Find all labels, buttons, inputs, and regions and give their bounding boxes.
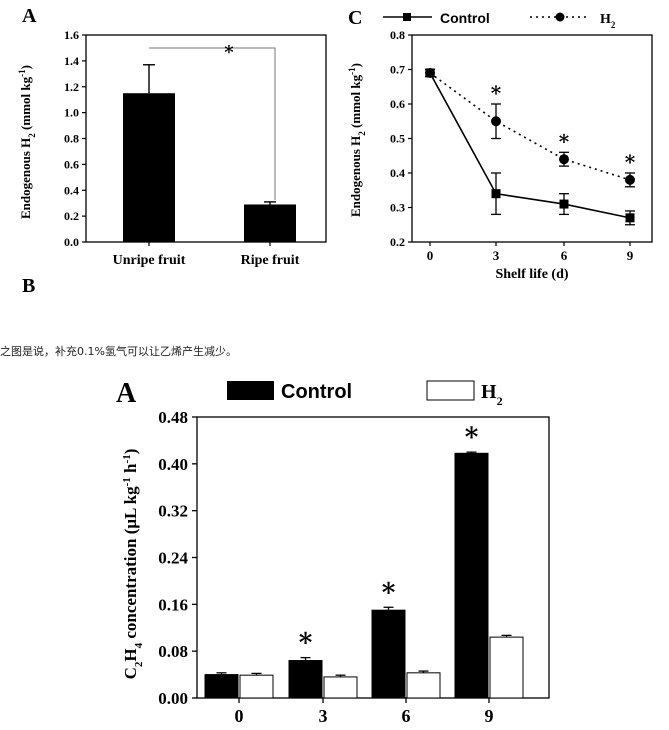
y-tick-label: 0.16 xyxy=(158,595,188,614)
y-tick-label: 1.6 xyxy=(64,28,79,42)
h2-bar xyxy=(239,674,274,699)
panel-a-significance-star: * xyxy=(224,42,234,63)
panel-c-chart: C Control H2 Endogenous H2 (mmol kg-1) 0… xyxy=(347,7,653,282)
x-tick-label: 6 xyxy=(402,706,411,726)
panel-a-chart: A Endogenous H2 (mmol kg-1) 0.0 0.2 0.4 0.6… xyxy=(17,5,327,268)
x-tick-label: Unripe fruit xyxy=(113,253,186,268)
control-point xyxy=(491,189,501,199)
y-tick-label: 0.2 xyxy=(390,235,405,249)
panel-b-label: B xyxy=(22,275,35,297)
y-tick-label: 0.8 xyxy=(390,28,405,42)
y-tick-label: 0.6 xyxy=(390,97,405,111)
panel-a-xlabels: Unripe fruit Ripe fruit xyxy=(113,253,300,268)
y-tick-label: 0.4 xyxy=(390,166,405,180)
h2-point xyxy=(491,116,501,127)
panel-a-yticks: 0.0 0.2 0.4 0.6 0.8 1.0 1.2 1.4 1.6 xyxy=(64,28,86,249)
legend-bottom-h2-swatch xyxy=(426,380,475,401)
bar xyxy=(244,204,296,242)
legend-bottom-control-label: Control xyxy=(281,381,352,403)
panel-c-ylabel: Endogenous H2 (mmol kg-1) xyxy=(347,63,367,217)
panel-a-significance-bracket xyxy=(149,47,276,200)
y-tick-label: 0.4 xyxy=(64,183,79,197)
significance-star: * xyxy=(299,629,313,659)
y-tick-label: 0.6 xyxy=(64,157,79,171)
x-tick-label: Ripe fruit xyxy=(241,253,300,268)
y-tick-label: 0.0 xyxy=(64,235,79,249)
x-tick-label: 0 xyxy=(427,248,434,263)
h2-point xyxy=(559,154,569,165)
x-tick-label: 6 xyxy=(561,248,568,263)
control-bar xyxy=(288,660,323,699)
y-tick-label: 0.8 xyxy=(64,132,79,146)
y-tick-label: 0.08 xyxy=(158,642,188,661)
control-line xyxy=(429,72,631,219)
control-point xyxy=(625,213,635,223)
significance-star: * xyxy=(559,129,570,153)
panel-c-legend: Control H2 xyxy=(383,10,616,30)
significance-star: * xyxy=(491,81,502,105)
y-tick-label: 0.7 xyxy=(390,63,405,77)
y-tick-label: 0.3 xyxy=(390,201,405,215)
h2-bar xyxy=(323,676,358,699)
y-tick-label: 0.2 xyxy=(64,209,79,223)
panel-bottom-chart: A Control H2 C2H4 concentration (μL kg-1… xyxy=(116,378,550,726)
panel-bottom-legend: Control H2 xyxy=(227,380,503,408)
y-tick-label: 0.48 xyxy=(158,408,188,427)
y-tick-label: 0.40 xyxy=(158,455,188,474)
control-point xyxy=(559,199,569,209)
panel-a-ylabel: Endogenous H2 (mmol kg-1) xyxy=(17,65,37,219)
legend-control-marker xyxy=(403,13,411,21)
bar xyxy=(123,93,175,242)
panel-c-xticks: 0 3 6 9 xyxy=(427,242,634,263)
x-tick-label: 0 xyxy=(235,706,244,726)
y-tick-label: 0.24 xyxy=(158,549,188,568)
x-tick-label: 9 xyxy=(485,706,494,726)
control-bar xyxy=(204,674,239,699)
panel-bottom-label: A xyxy=(116,378,137,409)
h2-bar xyxy=(489,636,524,699)
panel-a-bars xyxy=(123,64,296,246)
significance-star: * xyxy=(625,150,636,174)
significance-star: * xyxy=(382,578,396,608)
legend-h2-marker xyxy=(555,12,565,22)
panel-bottom-yticks: 0.00 0.08 0.16 0.24 0.32 0.40 0.48 xyxy=(158,408,197,708)
legend-bottom-control-swatch xyxy=(227,381,274,400)
panel-bottom-ylabel: C2H4 concentration (μL kg-1 h-1) xyxy=(121,449,145,680)
h2-point xyxy=(625,174,635,185)
legend-h2-label: H2 xyxy=(600,12,616,30)
control-bar xyxy=(454,452,489,699)
panel-bottom-bars: * * * xyxy=(204,423,524,699)
y-tick-label: 1.2 xyxy=(64,80,79,94)
x-tick-label: 3 xyxy=(319,706,328,726)
control-bar xyxy=(371,609,406,699)
y-tick-label: 0.32 xyxy=(158,502,188,521)
panel-c-series: * * * xyxy=(425,67,636,226)
y-tick-label: 1.0 xyxy=(64,106,79,120)
y-tick-label: 0.00 xyxy=(158,689,188,708)
significance-star: * xyxy=(465,423,479,453)
y-tick-label: 0.5 xyxy=(390,132,405,146)
x-tick-label: 9 xyxy=(627,248,634,263)
panel-bottom-xticks: 0 3 6 9 xyxy=(235,698,494,726)
panel-c-axes-frame xyxy=(411,34,653,243)
h2-point xyxy=(425,67,435,78)
h2-line xyxy=(429,72,631,181)
y-tick-label: 1.4 xyxy=(64,54,79,68)
panel-c-yticks: 0.2 0.3 0.4 0.5 0.6 0.7 0.8 xyxy=(390,28,412,249)
panel-a-label: A xyxy=(22,5,37,27)
legend-control-label: Control xyxy=(440,10,490,26)
legend-bottom-h2-label: H2 xyxy=(481,381,503,408)
x-tick-label: 3 xyxy=(493,248,500,263)
h2-bar xyxy=(406,672,441,699)
panel-c-label: C xyxy=(348,7,362,29)
panel-c-xlabel: Shelf life (d) xyxy=(495,267,568,282)
chinese-caption: 之图是说，补充0.1%氢气可以让乙烯产生减少。 xyxy=(0,345,237,358)
